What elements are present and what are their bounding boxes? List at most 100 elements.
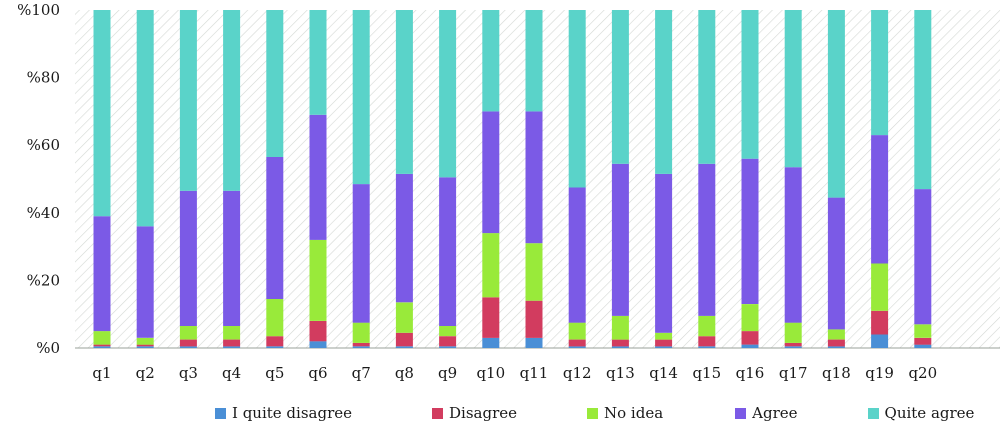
bar-segment-q9-series-3 [439,177,457,326]
x-tick-label: q8 [395,364,414,382]
bar-segment-q7-series-4 [352,10,370,185]
x-tick-label: q3 [179,364,198,382]
x-tick-label: q16 [736,364,765,382]
bar-segment-q19-series-3 [871,135,889,264]
bar-segment-q15-series-1 [698,336,716,347]
bar-segment-q2-series-4 [136,10,154,227]
bar-segment-q5-series-2 [266,299,284,337]
bar-segment-q16-series-3 [741,158,759,304]
bar-segment-q16-series-1 [741,331,759,345]
bar-segment-q5-series-4 [266,10,284,157]
legend-swatch [867,407,879,419]
bar-segment-q15-series-0 [698,346,716,348]
x-tick-label: q13 [606,364,635,382]
bar-segment-q5-series-1 [266,336,284,347]
bar-segment-q3-series-1 [179,339,197,347]
bar-segment-q18-series-0 [827,346,845,348]
bar-segment-q20-series-3 [914,189,932,325]
bar-segment-q6-series-0 [309,341,327,348]
bar-segment-q5-series-0 [266,346,284,348]
y-axis: %0 %20 %40 %60 %80 %100 [17,1,60,357]
bar-segment-q17-series-3 [784,167,802,323]
bar-segment-q5-series-3 [266,157,284,299]
x-tick-label: q1 [92,364,111,382]
bar-segment-q3-series-4 [179,10,197,191]
bar-segment-q10-series-1 [482,297,500,338]
x-tick-label: q17 [779,364,808,382]
y-tick-label: %40 [27,204,60,222]
bar-segment-q13-series-4 [611,10,629,164]
bar-segment-q8-series-3 [395,173,413,303]
bar-segment-q2-series-2 [136,337,154,345]
legend-label: Disagree [449,404,517,422]
x-tick-label: q7 [352,364,371,382]
bar-segment-q8-series-4 [395,10,413,174]
bar-segment-q17-series-1 [784,342,802,347]
bar-segment-q17-series-2 [784,322,802,343]
bar-segment-q15-series-3 [698,163,716,316]
y-tick-label: %0 [36,339,60,357]
x-tick-label: q11 [520,364,549,382]
bar-segment-q3-series-2 [179,326,197,340]
x-tick-label: q10 [476,364,505,382]
bar-segment-q4-series-0 [223,346,241,348]
bar-segment-q6-series-2 [309,239,327,321]
legend-swatch [735,407,747,419]
bar-segment-q14-series-2 [655,332,673,340]
bar-segment-q10-series-0 [482,337,500,348]
bar-segment-q11-series-3 [525,111,543,244]
x-tick-label: q19 [865,364,894,382]
x-axis: q1 q2 q3 q4 q5 q6 q7 q8 q9 q10 q11 q12 q13 q14 q15 q16 q… [92,364,937,382]
bar-segment-q3-series-3 [179,190,197,326]
bar-segment-q2-series-1 [136,344,154,347]
bar-segment-q9-series-4 [439,10,457,178]
bar-segment-q18-series-1 [827,339,845,347]
bar-segment-q1-series-3 [93,216,111,332]
legend: I quite disagree Disagree No idea Agree Quit… [75,398,1000,428]
bar-segment-q8-series-1 [395,332,413,347]
bar-segment-q1-series-1 [93,344,111,347]
x-tick-label: q2 [136,364,155,382]
bar-segment-q2-series-3 [136,226,154,338]
bar-segment-q13-series-2 [611,315,629,340]
bar-segment-q9-series-0 [439,346,457,348]
bar-segment-q1-series-2 [93,331,111,345]
bar-segment-q12-series-3 [568,187,586,323]
legend-label: Agree [752,404,798,422]
x-tick-label: q18 [822,364,851,382]
bar-segment-q20-series-4 [914,10,932,190]
bar-segment-q10-series-4 [482,10,500,112]
bar-segment-q7-series-3 [352,184,370,323]
bar-segment-q10-series-3 [482,111,500,234]
bar-segment-q18-series-3 [827,197,845,330]
bar-segment-q7-series-1 [352,342,370,347]
bars-layer [93,10,932,348]
legend-item: Quite agree [867,404,974,422]
bar-segment-q6-series-4 [309,10,327,115]
bar-segment-q10-series-2 [482,233,500,298]
bar-segment-q20-series-1 [914,337,932,345]
bar-segment-q17-series-4 [784,10,802,168]
bar-segment-q17-series-0 [784,346,802,348]
legend-item: No idea [587,404,663,422]
bar-segment-q4-series-2 [223,326,241,340]
bar-segment-q12-series-2 [568,322,586,340]
bar-segment-q18-series-2 [827,329,845,340]
bar-segment-q1-series-4 [93,10,111,217]
x-tick-label: q6 [308,364,327,382]
y-tick-label: %100 [17,1,60,19]
bar-segment-q14-series-1 [655,339,673,347]
bar-segment-q1-series-0 [93,346,111,348]
bar-segment-q19-series-2 [871,263,889,311]
bar-segment-q11-series-1 [525,300,543,338]
bar-segment-q19-series-4 [871,10,889,136]
y-tick-label: %80 [27,69,60,87]
bar-segment-q14-series-0 [655,346,673,348]
bar-segment-q8-series-0 [395,346,413,348]
legend-item: I quite disagree [215,404,352,422]
bar-segment-q11-series-2 [525,243,543,301]
bar-segment-q7-series-2 [352,322,370,343]
bar-segment-q13-series-3 [611,163,629,316]
x-tick-label: q9 [438,364,457,382]
